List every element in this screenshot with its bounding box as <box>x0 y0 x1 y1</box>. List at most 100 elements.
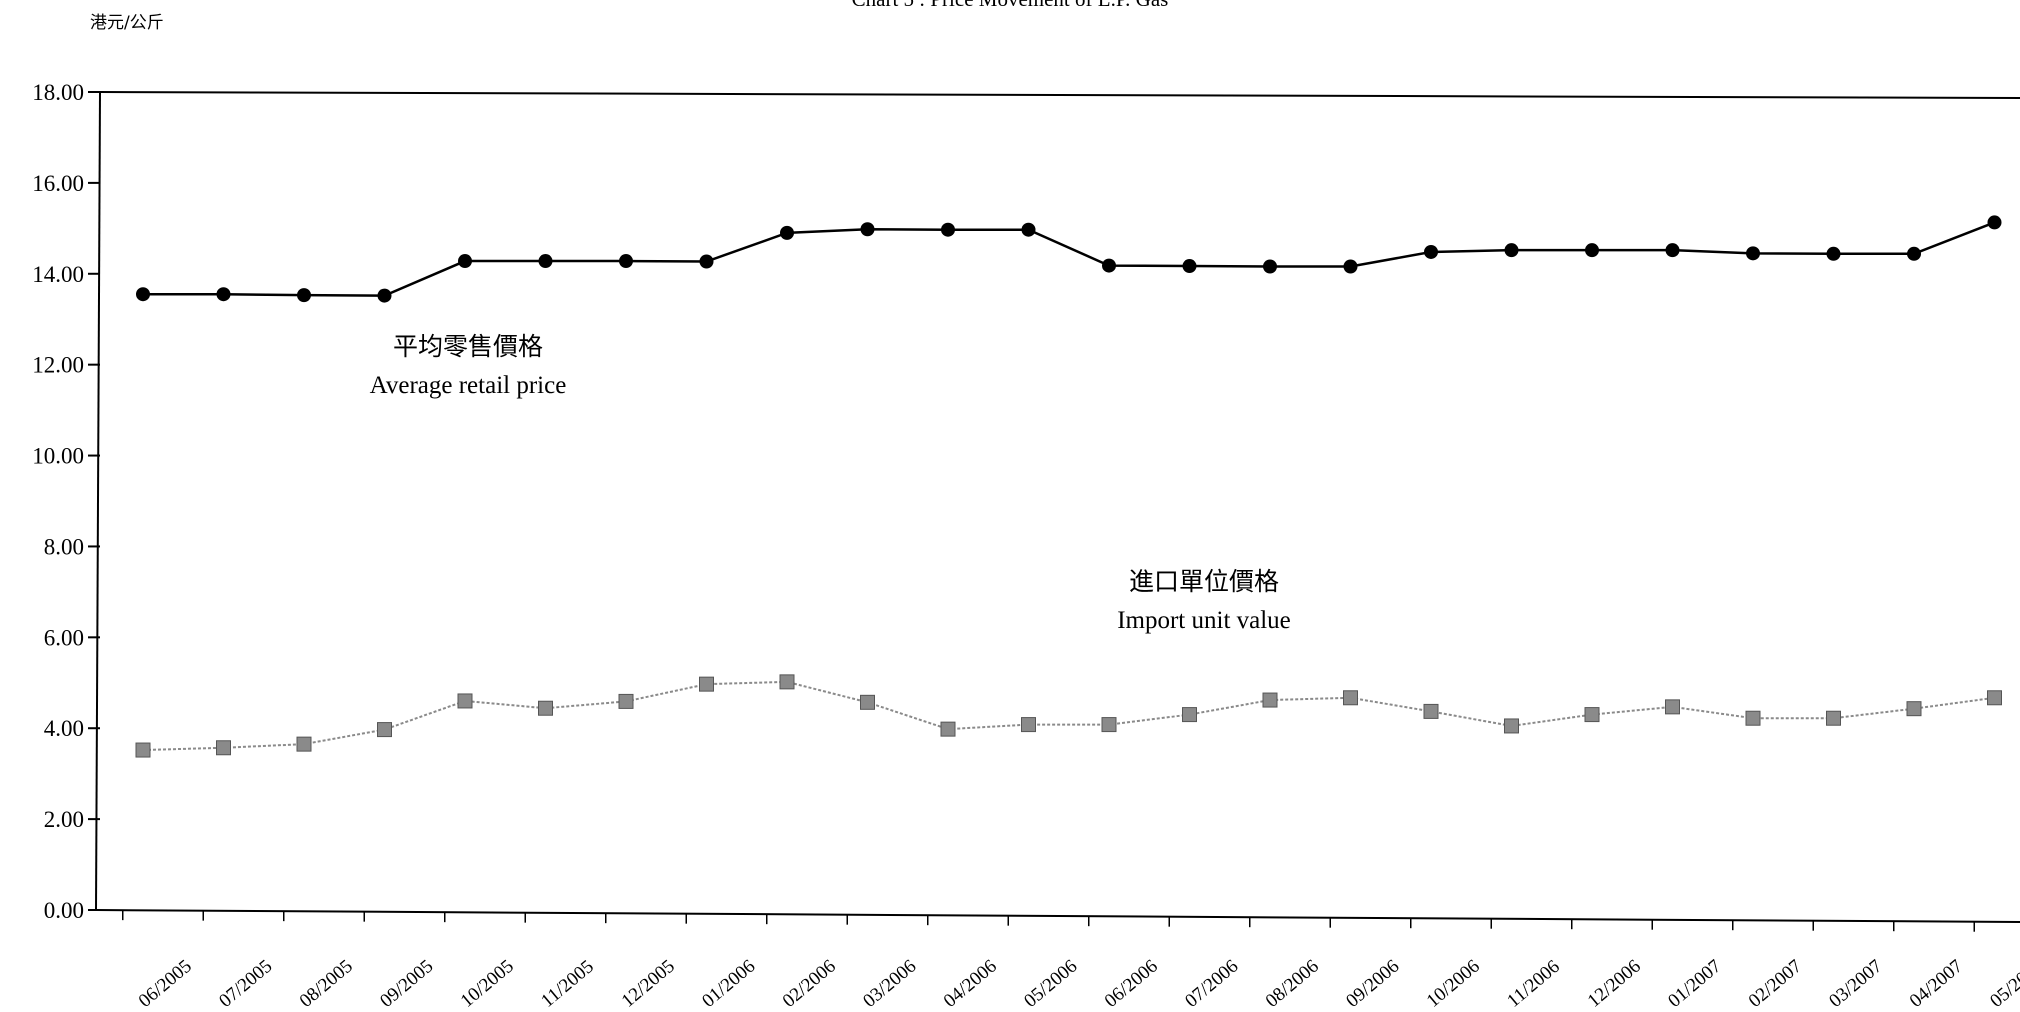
data-point <box>941 222 955 237</box>
x-tick-label: 07/2005 <box>215 956 276 1012</box>
plot-area <box>95 91 2020 923</box>
x-tick-label: 11/2006 <box>1503 956 1564 1012</box>
data-point <box>377 288 392 303</box>
y-tick-label: 4.00 <box>44 716 84 741</box>
data-point <box>296 736 312 752</box>
data-point <box>699 254 714 269</box>
y-tick-label: 16.00 <box>32 171 84 196</box>
series-label-import-en: Import unit value <box>1117 607 1291 634</box>
series-label-retail: 平均零售價格 Average retail price <box>370 333 567 399</box>
x-tick-label: 07/2006 <box>1181 956 1242 1012</box>
data-point <box>1343 690 1358 706</box>
y-tick-label: 14.00 <box>32 262 84 287</box>
y-tick-label: 8.00 <box>44 534 84 559</box>
x-tick-label: 12/2006 <box>1584 956 1645 1012</box>
x-tick-label: 05/2007 <box>1986 956 2020 1012</box>
series-line <box>143 221 1995 297</box>
x-tick-label: 10/2006 <box>1423 956 1484 1012</box>
y-tick-label: 0.00 <box>44 898 84 923</box>
data-point <box>538 254 553 269</box>
y-axis-line <box>95 91 101 911</box>
x-axis: 06/2005 07/2005 08/2005 09/2005 10/2005 11/20… <box>122 910 2020 1012</box>
data-point <box>1343 259 1358 274</box>
data-point <box>538 700 553 716</box>
data-point <box>1423 703 1439 719</box>
series-import <box>135 674 2002 758</box>
data-point <box>1101 717 1117 733</box>
data-point <box>1021 717 1036 733</box>
series-label-retail-zh: 平均零售價格 <box>393 333 543 361</box>
data-point <box>1424 244 1438 259</box>
y-tick-label: 2.00 <box>44 807 84 832</box>
series-label-import-zh: 進口單位價格 <box>1129 568 1279 596</box>
series-line <box>142 680 1995 752</box>
data-point <box>458 254 472 269</box>
data-point <box>135 742 151 758</box>
data-point <box>940 721 956 737</box>
data-point <box>457 693 473 709</box>
y-tick-label: 6.00 <box>44 625 84 650</box>
plot-border-top <box>99 91 2020 99</box>
data-point <box>1826 246 1841 261</box>
x-tick-label: 09/2006 <box>1342 956 1403 1012</box>
data-point <box>860 694 875 710</box>
data-point <box>297 288 311 303</box>
x-tick-label: 02/2006 <box>779 956 840 1012</box>
data-point <box>780 225 794 240</box>
data-point <box>779 674 795 690</box>
data-point <box>216 287 231 302</box>
data-point <box>1745 710 1761 726</box>
data-point <box>1907 246 1921 261</box>
data-point <box>1585 243 1599 258</box>
x-tick-label: 06/2006 <box>1101 956 1162 1012</box>
x-tick-label: 05/2006 <box>1020 956 1081 1012</box>
series-retail <box>136 215 2002 303</box>
x-tick-label: 04/2007 <box>1906 956 1967 1012</box>
data-point <box>1665 699 1680 715</box>
series-layer <box>135 215 2002 758</box>
data-point <box>377 722 392 738</box>
data-point <box>1987 690 2002 706</box>
x-tick-label: 01/2007 <box>1664 956 1725 1012</box>
x-tick-label: 03/2007 <box>1825 956 1886 1012</box>
y-tick-label: 12.00 <box>32 353 84 378</box>
data-point <box>1665 243 1680 258</box>
x-axis-line <box>95 909 2020 923</box>
data-point <box>618 693 634 709</box>
series-label-import: 進口單位價格 Import unit value <box>1117 568 1291 634</box>
x-tick-label: 04/2006 <box>940 956 1001 1012</box>
x-tick-label: 01/2006 <box>698 956 759 1012</box>
x-tick-label: 10/2005 <box>457 956 518 1012</box>
y-tick-label: 18.00 <box>32 80 84 105</box>
data-point <box>860 222 875 237</box>
data-point <box>1584 707 1600 723</box>
data-point <box>699 676 714 692</box>
y-tick-label: 10.00 <box>32 444 84 469</box>
data-point <box>1906 701 1922 717</box>
data-point <box>1746 246 1760 261</box>
data-point <box>619 254 633 269</box>
x-tick-label: 12/2005 <box>618 956 679 1012</box>
x-tick-label: 06/2005 <box>135 956 196 1012</box>
data-point <box>1021 222 1036 237</box>
x-tick-label: 08/2005 <box>296 956 357 1012</box>
data-point <box>136 287 150 302</box>
data-point <box>1102 258 1116 273</box>
x-tick-label: 03/2006 <box>859 956 920 1012</box>
series-label-retail-en: Average retail price <box>370 372 567 399</box>
chart-title: Chart 5 : Price Movement of L.P. Gas <box>852 0 1169 11</box>
data-point <box>1182 707 1197 723</box>
data-point <box>1182 259 1197 274</box>
data-point <box>216 740 231 756</box>
x-tick-label: 09/2005 <box>376 956 437 1012</box>
x-tick-label: 02/2007 <box>1745 956 1806 1012</box>
data-point <box>1826 710 1841 726</box>
data-point <box>1504 718 1519 734</box>
y-axis: 0.00 2.00 4.00 6.00 8.00 10.00 12.00 14.00 16.00… <box>32 80 100 923</box>
y-axis-unit-label: 港元/公斤 <box>90 13 164 33</box>
x-tick-label: 11/2005 <box>537 956 598 1012</box>
data-point <box>1504 243 1519 258</box>
data-point <box>1987 215 2002 230</box>
x-tick-label: 08/2006 <box>1262 956 1323 1012</box>
